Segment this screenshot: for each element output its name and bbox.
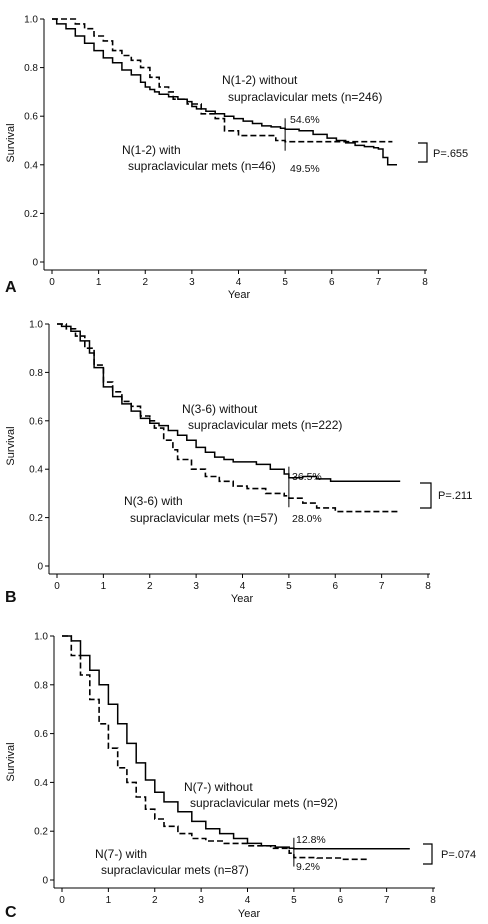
x-tick-label: 4 xyxy=(240,581,246,592)
y-tick-label: 0 xyxy=(37,562,43,573)
x-tick-label: 0 xyxy=(49,277,55,288)
p-value: P=.074 xyxy=(441,849,476,861)
x-tick-label: 6 xyxy=(329,277,335,288)
pct-without: 12.8% xyxy=(296,834,326,846)
y-tick-label: 0.4 xyxy=(29,465,43,476)
x-tick-label: 7 xyxy=(379,581,385,592)
y-tick-label: 0.6 xyxy=(34,729,48,740)
x-tick-label: 2 xyxy=(147,581,153,592)
x-tick-label: 6 xyxy=(337,895,343,906)
x-tick-label: 3 xyxy=(193,581,199,592)
x-tick-label: 1 xyxy=(96,277,102,288)
y-axis-title: Survival xyxy=(5,742,17,781)
y-tick-label: 0 xyxy=(42,876,48,887)
x-tick-label: 7 xyxy=(376,277,382,288)
y-tick-label: 0.4 xyxy=(34,778,48,789)
y-tick-label: 1.0 xyxy=(29,320,43,331)
label-without-line1: N(7-) without xyxy=(184,780,253,794)
y-tick-label: 0.2 xyxy=(24,209,38,220)
panel-letter: C xyxy=(5,904,17,921)
x-tick-label: 5 xyxy=(291,895,297,906)
x-tick-label: 6 xyxy=(332,581,338,592)
p-value-bracket xyxy=(418,142,428,163)
label-with-line2: supraclavicular mets (n=57) xyxy=(130,511,278,525)
panel-letter: A xyxy=(5,279,17,296)
x-tick-label: 3 xyxy=(198,895,204,906)
label-without-line1: N(3-6) without xyxy=(182,402,258,416)
y-tick-label: 0.8 xyxy=(24,63,38,74)
x-tick-label: 8 xyxy=(430,895,436,906)
x-tick-label: 2 xyxy=(152,895,158,906)
y-tick-label: 0.2 xyxy=(34,827,48,838)
panel-letter: B xyxy=(5,589,17,606)
panel-b: Survival Year B N(3-6) without supraclav… xyxy=(5,320,472,607)
pct-with: 49.5% xyxy=(290,163,320,175)
y-tick-label: 1.0 xyxy=(24,15,38,26)
pct-with: 28.0% xyxy=(292,513,322,525)
y-tick-label: 0.6 xyxy=(24,112,38,123)
label-with-line1: N(1-2) with xyxy=(122,143,181,157)
x-tick-label: 0 xyxy=(59,895,65,906)
x-tick-label: 5 xyxy=(282,277,288,288)
x-axis-title: Year xyxy=(231,593,254,605)
y-tick-label: 0.2 xyxy=(29,513,43,524)
y-tick-label: 0.4 xyxy=(24,160,38,171)
panel-c: Survival Year C N(7-) without supraclavi… xyxy=(5,632,476,922)
x-tick-label: 8 xyxy=(425,581,431,592)
x-tick-label: 8 xyxy=(422,277,428,288)
x-tick-label: 3 xyxy=(189,277,195,288)
y-tick-label: 0 xyxy=(32,258,38,269)
y-tick-label: 1.0 xyxy=(34,632,48,643)
label-without-line1: N(1-2) without xyxy=(222,73,298,87)
x-tick-label: 1 xyxy=(106,895,112,906)
y-tick-label: 0.8 xyxy=(34,680,48,691)
km-curve-with-mets xyxy=(57,323,401,513)
panel-a: Survival Year A N(1-2) without supraclav… xyxy=(5,15,468,302)
label-with-line1: N(3-6) with xyxy=(124,494,183,508)
label-without-line2: supraclavicular mets (n=222) xyxy=(188,418,342,432)
x-tick-label: 4 xyxy=(236,277,242,288)
x-tick-label: 7 xyxy=(384,895,390,906)
km-curve-with-mets xyxy=(62,635,369,861)
y-tick-label: 0.8 xyxy=(29,368,43,379)
x-tick-label: 2 xyxy=(142,277,148,288)
pct-with: 9.2% xyxy=(296,861,320,873)
x-tick-label: 0 xyxy=(54,581,60,592)
p-value: P=.211 xyxy=(438,490,472,502)
p-value: P=.655 xyxy=(433,148,468,160)
label-without-line2: supraclavicular mets (n=92) xyxy=(190,796,338,810)
x-tick-label: 1 xyxy=(101,581,107,592)
label-with-line2: supraclavicular mets (n=87) xyxy=(101,863,249,877)
x-tick-label: 4 xyxy=(245,895,251,906)
y-axis-title: Survival xyxy=(5,426,17,465)
p-value-bracket xyxy=(423,843,433,865)
x-axis-title: Year xyxy=(228,289,251,301)
label-with-line1: N(7-) with xyxy=(95,847,147,861)
x-axis-title: Year xyxy=(238,908,261,920)
p-value-bracket xyxy=(420,482,432,509)
km-curve-without-mets xyxy=(62,635,410,850)
y-axis-title: Survival xyxy=(5,123,17,162)
x-tick-label: 5 xyxy=(286,581,292,592)
label-with-line2: supraclavicular mets (n=46) xyxy=(128,159,276,173)
y-tick-label: 0.6 xyxy=(29,416,43,427)
label-without-line2: supraclavicular mets (n=246) xyxy=(228,90,382,104)
pct-without: 54.6% xyxy=(290,114,320,126)
km-curve-with-mets xyxy=(52,18,393,143)
